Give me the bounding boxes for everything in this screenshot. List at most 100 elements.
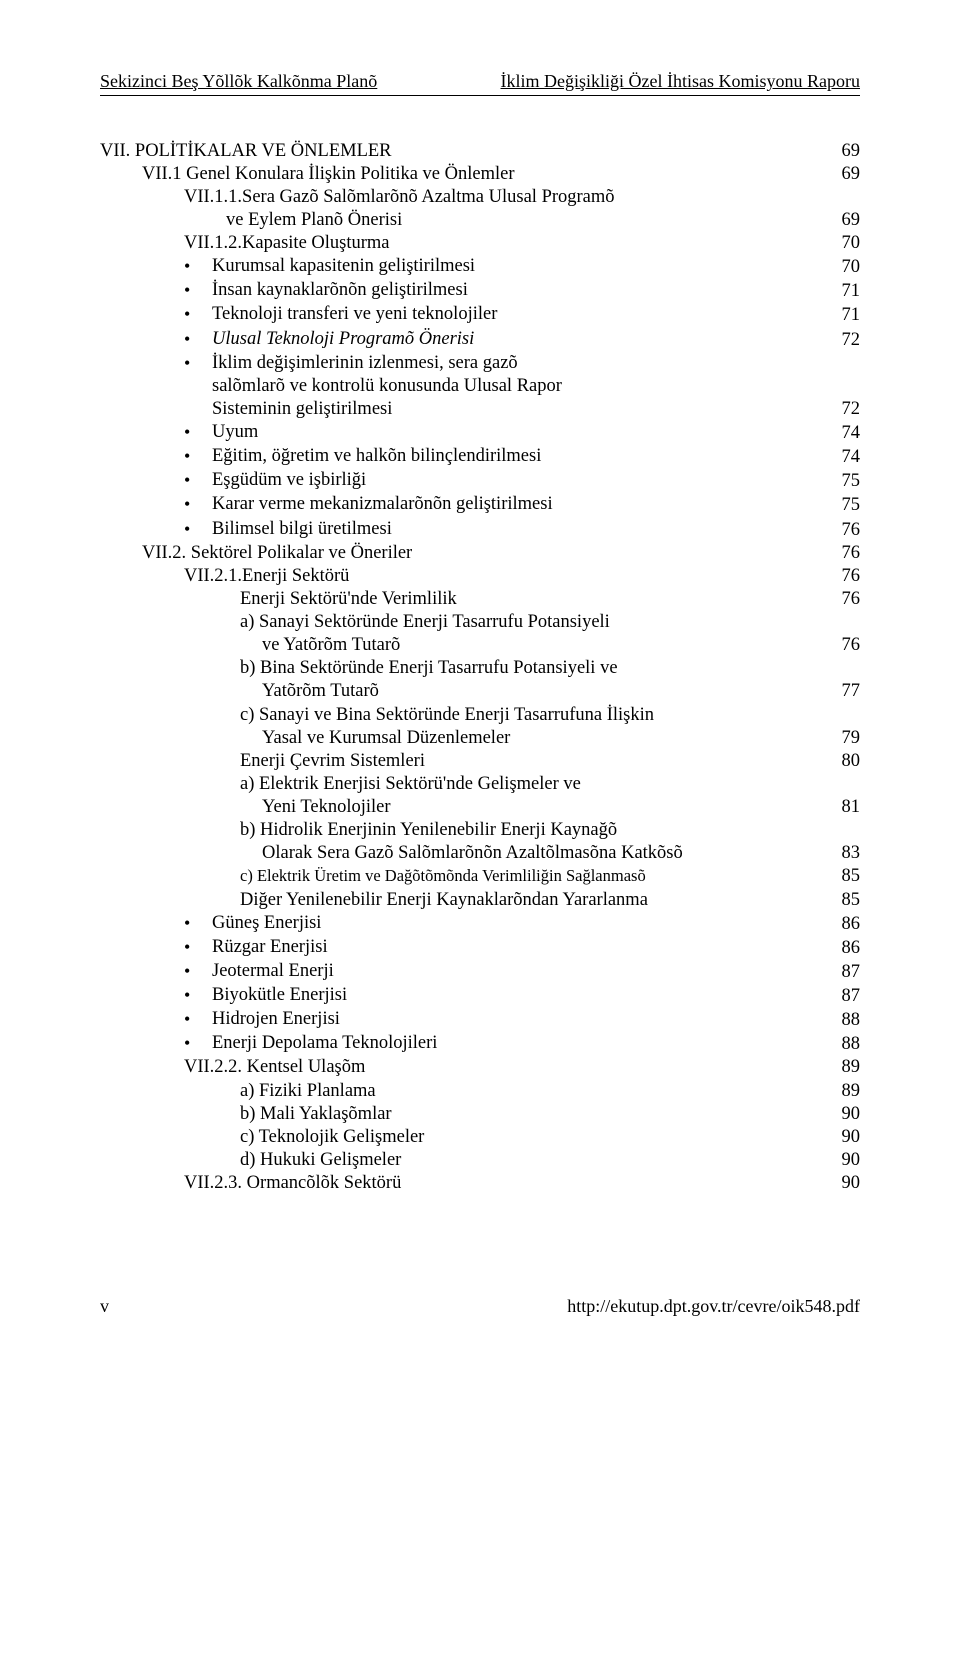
toc-row: ve Yatõrõm Tutarõ76 — [100, 634, 860, 657]
header-left: Sekizinci Beş Yõllõk Kalkõnma Planõ — [100, 70, 377, 93]
toc-page: 71 — [820, 280, 860, 303]
toc-label: Kurumsal kapasitenin geliştirilmesi — [184, 255, 820, 278]
toc-page: 77 — [820, 680, 860, 703]
toc-page: 75 — [820, 470, 860, 493]
toc-label: VII.2.2. Kentsel Ulaşõm — [184, 1056, 820, 1079]
toc-label: Teknoloji transferi ve yeni teknolojiler — [184, 303, 820, 326]
toc-text: Kurumsal kapasitenin geliştirilmesi — [212, 255, 820, 278]
toc-text: İnsan kaynaklarõnõn geliştirilmesi — [212, 279, 820, 302]
toc-label: Enerji Sektörü'nde Verimlilik — [184, 588, 820, 611]
toc-row: VII.2.2. Kentsel Ulaşõm89 — [100, 1056, 860, 1079]
toc-label: Uyum — [184, 421, 820, 444]
toc-page: 87 — [820, 961, 860, 984]
toc-label: Jeotermal Enerji — [184, 960, 820, 983]
toc-page: 90 — [820, 1103, 860, 1126]
page-footer: v http://ekutup.dpt.gov.tr/cevre/oik548.… — [100, 1295, 860, 1318]
toc-label: Ulusal Teknoloji Programõ Önerisi — [184, 328, 820, 351]
toc-text: Biyokütle Enerjisi — [212, 984, 820, 1007]
toc-page: 70 — [820, 232, 860, 255]
toc-page: 79 — [820, 727, 860, 750]
toc-row: salõmlarõ ve kontrolü konusunda Ulusal R… — [100, 375, 860, 398]
toc-label: c) Teknolojik Gelişmeler — [184, 1126, 820, 1149]
toc-page: 70 — [820, 256, 860, 279]
toc-page: 86 — [820, 937, 860, 960]
toc-row: b) Hidrolik Enerjinin Yenilenebilir Ener… — [100, 819, 860, 842]
toc-text: Jeotermal Enerji — [212, 960, 820, 983]
toc-page: 85 — [820, 889, 860, 912]
toc-page: 87 — [820, 985, 860, 1008]
toc-text: Sisteminin geliştirilmesi — [212, 399, 392, 419]
toc-label: VII.2.1.Enerji Sektörü — [184, 565, 820, 588]
toc-label: Yatõrõm Tutarõ — [184, 680, 820, 703]
header-right: İklim Değişikliği Özel İhtisas Komisyonu… — [501, 70, 860, 93]
toc-row: Jeotermal Enerji87 — [100, 960, 860, 984]
toc-label: Rüzgar Enerjisi — [184, 936, 820, 959]
toc-row: Rüzgar Enerjisi86 — [100, 936, 860, 960]
toc-row: VII. POLİTİKALAR VE ÖNLEMLER69 — [100, 140, 860, 163]
toc-label: Enerji Çevrim Sistemleri — [184, 750, 820, 773]
toc-label: Olarak Sera Gazõ Salõmlarõnõn Azaltõlmas… — [184, 842, 820, 865]
toc-page: 85 — [820, 865, 860, 888]
toc-label: Hidrojen Enerjisi — [184, 1008, 820, 1031]
toc-label: salõmlarõ ve kontrolü konusunda Ulusal R… — [184, 375, 820, 398]
toc-row: Hidrojen Enerjisi88 — [100, 1008, 860, 1032]
toc-row: a) Fiziki Planlama89 — [100, 1080, 860, 1103]
toc-page: 76 — [820, 565, 860, 588]
toc-row: Kurumsal kapasitenin geliştirilmesi70 — [100, 255, 860, 279]
toc-page: 88 — [820, 1009, 860, 1032]
toc-text: Bilimsel bilgi üretilmesi — [212, 518, 820, 541]
toc-label: b) Hidrolik Enerjinin Yenilenebilir Ener… — [184, 819, 820, 842]
toc-label: VII. POLİTİKALAR VE ÖNLEMLER — [100, 140, 820, 163]
toc-label: Diğer Yenilenebilir Enerji Kaynaklarõnda… — [184, 889, 820, 912]
toc-row: ve Eylem Planõ Önerisi69 — [100, 209, 860, 232]
toc-label: ve Eylem Planõ Önerisi — [226, 209, 820, 232]
toc-label: a) Sanayi Sektöründe Enerji Tasarrufu Po… — [184, 611, 820, 634]
toc-label: İnsan kaynaklarõnõn geliştirilmesi — [184, 279, 820, 302]
toc-label: Eğitim, öğretim ve halkõn bilinçlendiril… — [184, 445, 820, 468]
toc-row: VII.1 Genel Konulara İlişkin Politika ve… — [100, 163, 860, 186]
toc-page: 86 — [820, 913, 860, 936]
toc-text: Eşgüdüm ve işbirliği — [212, 469, 820, 492]
toc-row: Diğer Yenilenebilir Enerji Kaynaklarõnda… — [100, 889, 860, 912]
toc-text: Eğitim, öğretim ve halkõn bilinçlendiril… — [212, 445, 820, 468]
toc-label: İklim değişimlerinin izlenmesi, sera gaz… — [184, 352, 820, 375]
toc-label: VII.2.3. Ormancõlõk Sektörü — [184, 1172, 820, 1195]
table-of-contents: VII. POLİTİKALAR VE ÖNLEMLER69VII.1 Gene… — [100, 140, 860, 1196]
toc-page: 81 — [820, 796, 860, 819]
toc-page: 76 — [820, 634, 860, 657]
toc-label: Karar verme mekanizmalarõnõn geliştirilm… — [184, 493, 820, 516]
toc-row: Eğitim, öğretim ve halkõn bilinçlendiril… — [100, 445, 860, 469]
toc-page: 75 — [820, 494, 860, 517]
toc-page: 89 — [820, 1056, 860, 1079]
toc-text: Teknoloji transferi ve yeni teknolojiler — [212, 303, 820, 326]
toc-row: Karar verme mekanizmalarõnõn geliştirilm… — [100, 493, 860, 517]
toc-row: VII.1.1.Sera Gazõ Salõmlarõnõ Azaltma Ul… — [100, 186, 860, 209]
toc-label: Yeni Teknolojiler — [184, 796, 820, 819]
toc-row: İklim değişimlerinin izlenmesi, sera gaz… — [100, 352, 860, 375]
toc-row: Sisteminin geliştirilmesi72 — [100, 398, 860, 421]
toc-label: b) Bina Sektöründe Enerji Tasarrufu Pota… — [184, 657, 820, 680]
toc-row: c) Elektrik Üretim ve Dağõtõmõnda Veriml… — [100, 865, 860, 888]
toc-text: Güneş Enerjisi — [212, 912, 820, 935]
toc-label: ve Yatõrõm Tutarõ — [184, 634, 820, 657]
toc-row: Olarak Sera Gazõ Salõmlarõnõn Azaltõlmas… — [100, 842, 860, 865]
toc-label: VII.1.2.Kapasite Oluşturma — [184, 232, 820, 255]
toc-row: c) Teknolojik Gelişmeler90 — [100, 1126, 860, 1149]
toc-label: Güneş Enerjisi — [184, 912, 820, 935]
toc-row: İnsan kaynaklarõnõn geliştirilmesi71 — [100, 279, 860, 303]
toc-label: VII.2. Sektörel Polikalar ve Öneriler — [142, 542, 820, 565]
toc-row: Uyum74 — [100, 421, 860, 445]
toc-page: 76 — [820, 542, 860, 565]
toc-row: Yasal ve Kurumsal Düzenlemeler79 — [100, 727, 860, 750]
toc-page: 76 — [820, 519, 860, 542]
toc-label: Biyokütle Enerjisi — [184, 984, 820, 1007]
toc-label: d) Hukuki Gelişmeler — [184, 1149, 820, 1172]
toc-page: 69 — [820, 209, 860, 232]
toc-label: a) Elektrik Enerjisi Sektörü'nde Gelişme… — [184, 773, 820, 796]
toc-row: VII.2.1.Enerji Sektörü76 — [100, 565, 860, 588]
toc-text: Uyum — [212, 421, 820, 444]
toc-page: 88 — [820, 1033, 860, 1056]
toc-row: VII.2. Sektörel Polikalar ve Öneriler76 — [100, 542, 860, 565]
toc-row: Yeni Teknolojiler81 — [100, 796, 860, 819]
toc-label: Yasal ve Kurumsal Düzenlemeler — [184, 727, 820, 750]
